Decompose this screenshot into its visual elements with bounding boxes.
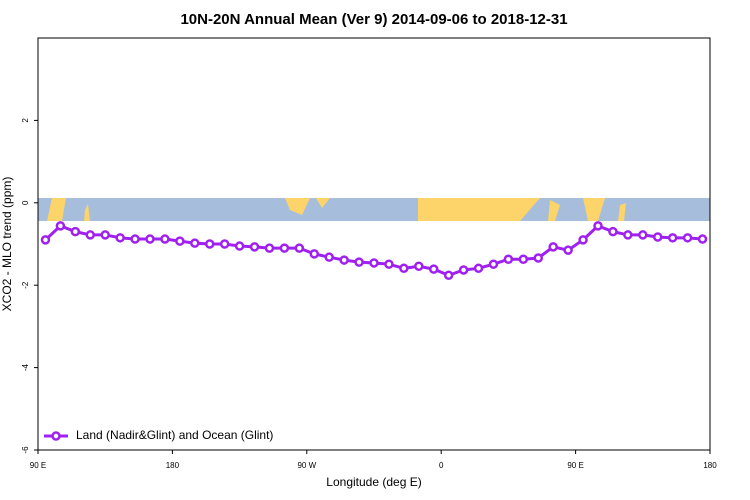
x-tick-label: 180	[703, 461, 717, 470]
x-tick-label: 180	[166, 461, 180, 470]
y-axis-label: XCO2 - MLO trend (ppm)	[0, 177, 14, 312]
data-point	[503, 254, 514, 264]
data-point	[40, 235, 51, 245]
x-axis-label: Longitude (deg E)	[326, 475, 421, 489]
map-strip	[38, 198, 710, 221]
data-point	[414, 261, 424, 271]
data-point	[518, 254, 529, 264]
data-point	[115, 233, 125, 243]
data-point	[563, 245, 573, 255]
data-point	[652, 232, 663, 242]
data-point	[682, 233, 693, 243]
data-point	[638, 230, 648, 240]
y-tick-label: -6	[21, 446, 30, 454]
data-point	[130, 234, 140, 244]
data-point	[399, 263, 409, 274]
data-point	[219, 239, 230, 249]
data-point	[55, 221, 66, 231]
plot-frame	[37, 37, 711, 451]
chart-title: 10N-20N Annual Mean (Ver 9) 2014-09-06 t…	[180, 11, 567, 28]
legend-label: Land (Nadir&Glint) and Ocean (Glint)	[76, 428, 273, 442]
data-point	[593, 221, 603, 231]
data-point	[160, 234, 170, 244]
data-point	[204, 239, 215, 249]
data-point	[234, 241, 245, 251]
x-tick-label: 0	[439, 461, 444, 470]
x-tick-label: 90 W	[297, 461, 316, 470]
data-point	[100, 230, 110, 240]
series-line	[44, 224, 703, 277]
y-tick-label: 2	[21, 118, 30, 123]
data-point	[190, 238, 200, 248]
data-point	[578, 235, 588, 245]
data-point	[608, 226, 618, 237]
data-point	[443, 270, 454, 281]
data-point	[533, 253, 544, 263]
data-point	[324, 252, 334, 262]
data-point	[667, 233, 678, 243]
data-point	[458, 265, 469, 275]
data-point	[548, 242, 558, 252]
data-point	[473, 263, 484, 274]
x-tick-label: 90 E	[567, 461, 583, 470]
data-point	[428, 264, 439, 274]
data-point	[623, 230, 633, 240]
data-point	[309, 249, 320, 259]
y-tick-label: 0	[21, 200, 30, 205]
data-point	[70, 226, 81, 237]
data-point	[264, 243, 275, 253]
data-point	[697, 234, 708, 244]
data-point	[339, 255, 349, 265]
data-point	[175, 236, 185, 246]
data-point	[249, 242, 260, 252]
data-point	[369, 258, 379, 268]
y-tick-label: -2	[21, 281, 30, 289]
data-point	[384, 259, 394, 269]
data-point	[354, 257, 364, 267]
data-point	[488, 259, 499, 269]
data-point	[294, 243, 305, 253]
legend-marker	[51, 431, 61, 441]
data-point	[279, 243, 290, 253]
y-tick-label: -4	[21, 363, 30, 371]
data-point	[145, 234, 155, 244]
x-tick-label: 90 E	[30, 461, 46, 470]
data-point	[85, 230, 96, 240]
